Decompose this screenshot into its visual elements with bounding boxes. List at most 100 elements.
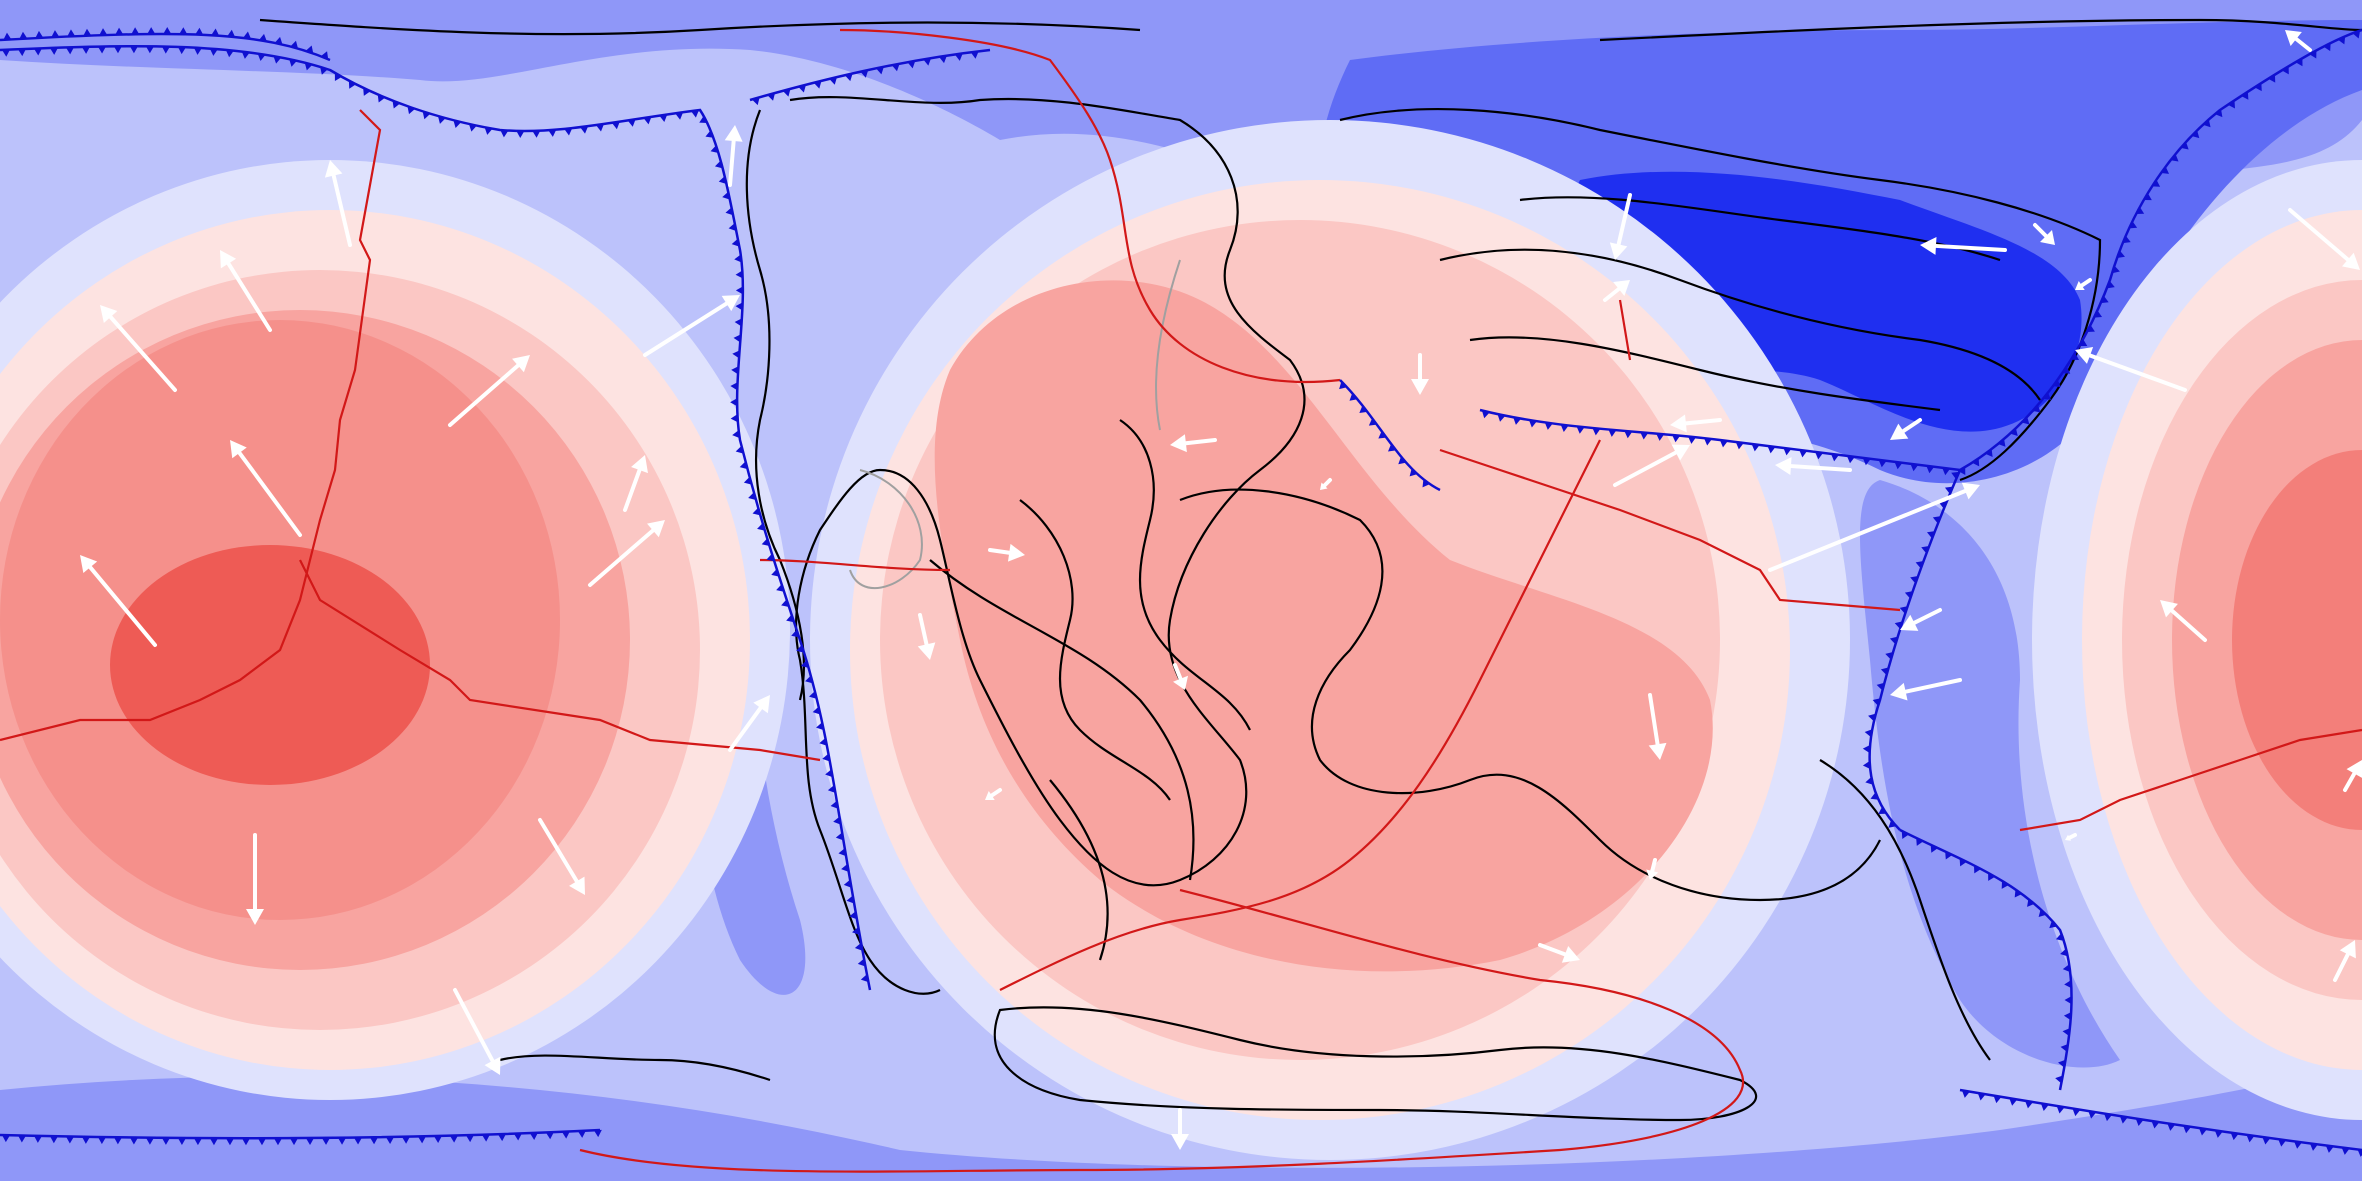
subduction-tooth [2295,58,2303,67]
coastline [499,1054,771,1082]
subduction-tooth [825,769,833,778]
subduction-tooth [710,145,719,153]
subduction-tooth [2117,250,2125,259]
subduction-tooth [1945,851,1953,860]
ridge [759,558,951,572]
velocity-arrow-head [80,555,98,574]
subduction-tooth [1513,417,1522,425]
subduction-tooth [791,629,800,638]
subduction-tooth [241,51,250,59]
subduction-tooth [17,1135,26,1143]
ridge [299,559,821,762]
velocity-arrow-head [220,250,237,269]
subduction-tooth [659,114,668,122]
subduction-tooth [691,110,699,118]
subduction-tooth [2058,1059,2066,1068]
subduction-tooth [735,302,743,311]
velocity-arrow-shaft [108,314,177,392]
subduction-tooth [1878,459,1887,468]
subduction-tooth [2160,166,2170,174]
subduction-tooth [2056,1105,2065,1114]
velocity-arrow-head [2160,600,2178,618]
subduction-tooth [718,176,727,184]
subduction-tooth [776,584,785,592]
coastline [259,18,1141,36]
velocity-arrow-head [647,520,665,538]
velocity-arrow-head [1671,444,1690,461]
coastline-layer [259,18,2362,1122]
subduction-tooth [1973,865,1982,874]
subduction-tooth [2064,996,2072,1005]
subduction-tooth [2202,119,2211,128]
subduction-tooth [2010,428,2018,436]
coastline [1179,488,1881,902]
subduction-tooth [1910,463,1919,472]
velocity-arrow-head [631,455,648,474]
subduction-tooth [830,800,839,809]
subduction-tooth [369,1137,378,1145]
velocity-arrow-shaft [1183,438,1217,446]
subduction-tooth [2246,1134,2255,1143]
subduction-tooth [1387,444,1396,452]
velocity-arrow-head [753,695,770,714]
subduction-tooth [1942,467,1951,476]
velocity-arrow-head [1411,379,1429,395]
subduction-tooth [1368,418,1377,426]
subduction-tooth [1876,682,1885,691]
subduction-tooth [743,476,752,485]
subduction-tooth [923,58,932,66]
subduction-tooth [1944,486,1953,494]
subduction-tooth [51,30,60,38]
subduction-tooth [2143,193,2152,201]
subduction-tooth [2214,1130,2223,1138]
subduction-tooth [2104,1113,2112,1122]
subduction-tooth [781,599,790,608]
subduction-teeth [1,27,2362,1157]
subduction-tooth [2014,889,2023,898]
subduction-tooth [2180,141,2189,150]
subduction-tooth [2323,43,2331,52]
subduction-tooth [2062,964,2071,973]
subduction-tooth [1846,455,1855,464]
subduction-tooth [337,1137,346,1145]
subduction-tooth [2063,1012,2072,1021]
velocity-arrow-shaft [2333,952,2350,982]
subduction-tooth [179,27,188,35]
subduction-tooth [1,49,10,57]
subduction-tooth [734,254,742,263]
subduction-tooth [289,1138,298,1146]
subduction-tooth [2038,909,2047,918]
subduction-tooth [891,63,900,72]
subduction-tooth [1894,461,1903,470]
grey-boundary [1155,259,1181,431]
subduction-tooth [161,46,170,54]
subduction-tooth [1868,713,1876,722]
subduction-tooth [1862,457,1871,466]
subduction-tooth [2136,206,2145,215]
subduction-tooth [545,1132,554,1140]
velocity-arrow-shaft [2343,771,2357,792]
subduction-tooth [2106,280,2115,289]
subduction-tooth [257,53,266,62]
ridge-layer [0,28,2362,1173]
subduction-tooth [829,77,838,85]
subduction-tooth [363,87,371,96]
subduction-tooth [417,1136,426,1144]
subduction-zone [0,32,331,62]
subduction-zone [0,44,872,991]
coastline [745,109,805,701]
subduction-tooth [497,1133,506,1142]
subduction-tooth [449,1135,458,1143]
subduction-tooth [2337,36,2346,45]
ridge [2019,728,2362,832]
subduction-tooth [732,430,740,439]
subduction-tooth [714,160,723,169]
velocity-arrow-shaft [331,173,352,247]
subduction-tooth [1889,636,1898,645]
subduction-tooth [145,1137,154,1145]
subduction-tooth [596,124,604,132]
subduction-tooth [1608,429,1617,437]
subduction-tooth [1349,393,1358,401]
subduction-tooth [2262,1137,2271,1145]
